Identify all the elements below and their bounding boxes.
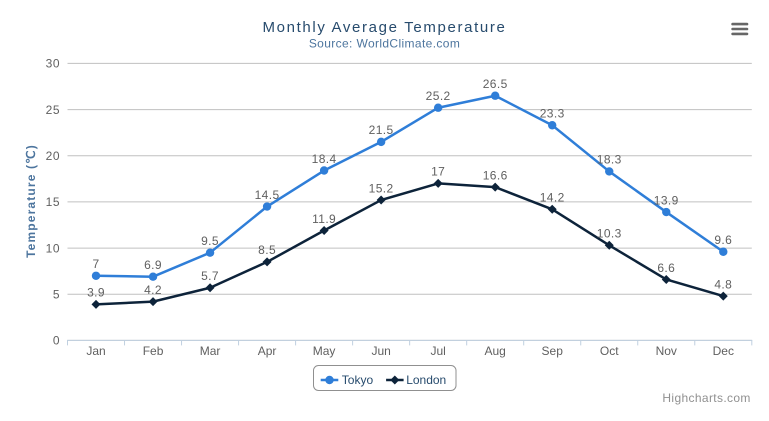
svg-text:Jun: Jun: [371, 344, 390, 358]
svg-text:Monthly Average Temperature: Monthly Average Temperature: [262, 19, 506, 36]
svg-text:23.3: 23.3: [540, 107, 565, 121]
svg-text:15.2: 15.2: [369, 181, 394, 195]
svg-text:5: 5: [53, 287, 60, 301]
svg-text:Oct: Oct: [600, 344, 619, 358]
svg-text:6.6: 6.6: [657, 261, 675, 275]
svg-text:0: 0: [53, 334, 60, 348]
svg-text:Feb: Feb: [143, 344, 164, 358]
svg-text:30: 30: [46, 57, 61, 71]
svg-text:25.2: 25.2: [426, 89, 451, 103]
svg-text:Nov: Nov: [656, 344, 677, 358]
svg-text:Temperature (℃): Temperature (℃): [24, 144, 38, 258]
svg-text:25: 25: [46, 103, 61, 117]
svg-text:18.4: 18.4: [312, 152, 337, 166]
svg-text:Aug: Aug: [485, 344, 506, 358]
svg-text:London: London: [406, 373, 446, 387]
svg-text:Apr: Apr: [258, 344, 277, 358]
svg-text:3.9: 3.9: [87, 286, 105, 300]
svg-text:7: 7: [92, 257, 99, 271]
svg-text:20: 20: [46, 149, 61, 163]
svg-text:4.2: 4.2: [144, 283, 162, 297]
svg-text:4.8: 4.8: [714, 277, 732, 291]
svg-text:6.9: 6.9: [144, 258, 162, 272]
svg-text:21.5: 21.5: [369, 123, 394, 137]
svg-text:Jan: Jan: [86, 344, 105, 358]
svg-text:10: 10: [46, 241, 61, 255]
svg-text:May: May: [313, 344, 336, 358]
svg-text:5.7: 5.7: [201, 269, 219, 283]
svg-text:10.3: 10.3: [597, 227, 622, 241]
svg-text:Jul: Jul: [430, 344, 445, 358]
svg-text:Mar: Mar: [200, 344, 221, 358]
svg-text:Dec: Dec: [713, 344, 734, 358]
svg-text:13.9: 13.9: [654, 193, 679, 207]
svg-text:16.6: 16.6: [483, 168, 508, 182]
svg-text:9.6: 9.6: [714, 233, 732, 247]
svg-text:17: 17: [431, 165, 445, 179]
svg-text:8.5: 8.5: [258, 243, 276, 257]
svg-text:9.5: 9.5: [201, 234, 219, 248]
svg-text:Highcharts.com: Highcharts.com: [662, 391, 750, 405]
svg-text:15: 15: [46, 195, 61, 209]
svg-text:18.3: 18.3: [597, 153, 622, 167]
svg-text:14.2: 14.2: [540, 191, 565, 205]
svg-text:Source: WorldClimate.com: Source: WorldClimate.com: [309, 37, 460, 51]
svg-text:14.5: 14.5: [255, 188, 280, 202]
svg-text:Sep: Sep: [542, 344, 564, 358]
svg-text:26.5: 26.5: [483, 77, 508, 91]
svg-text:11.9: 11.9: [312, 212, 336, 226]
svg-text:Tokyo: Tokyo: [342, 373, 374, 387]
